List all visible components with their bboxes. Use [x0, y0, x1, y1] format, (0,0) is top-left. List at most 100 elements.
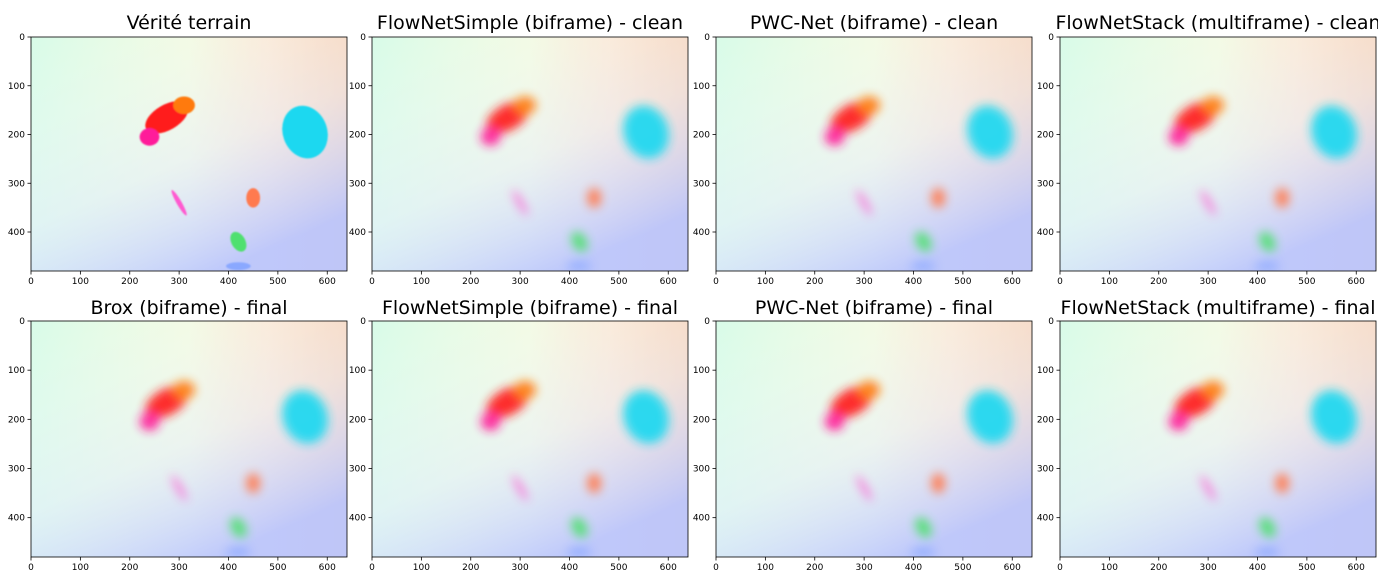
y-tick-label: 300 [349, 465, 366, 475]
x-tick-label: 400 [905, 563, 922, 572]
x-tick-label: 0 [28, 563, 34, 572]
x-tick-label: 100 [413, 563, 430, 572]
x-tick-label: 600 [1004, 277, 1021, 287]
x-tick-label: 300 [856, 277, 873, 287]
x-tick-label: 200 [1150, 277, 1167, 287]
x-tick-label: 200 [1150, 563, 1167, 572]
flow-blob [1202, 381, 1224, 399]
x-tick-label: 100 [413, 277, 430, 287]
x-tick-label: 400 [561, 563, 578, 572]
y-tick-label: 100 [693, 366, 710, 376]
x-tick-label: 100 [1101, 563, 1118, 572]
x-tick-label: 0 [28, 277, 34, 287]
flow-blob [481, 128, 501, 146]
x-tick-label: 400 [561, 277, 578, 287]
flow-blob [1255, 262, 1280, 270]
flow-image [31, 321, 347, 557]
y-tick-label: 400 [8, 228, 25, 238]
flow-blob [1275, 188, 1289, 208]
y-tick-label: 400 [693, 514, 710, 524]
x-tick-label: 300 [1200, 277, 1217, 287]
y-tick-label: 100 [8, 366, 25, 376]
figure: Vérité terrain 0 100 200 300 400 500 600 0 100 200… [0, 0, 1378, 572]
flow-blob [1169, 413, 1189, 431]
flow-blob [825, 128, 845, 146]
y-tick-label: 400 [693, 228, 710, 238]
flow-blob [481, 413, 501, 431]
x-tick-label: 0 [1057, 563, 1063, 572]
x-tick-label: 200 [121, 277, 138, 287]
x-tick-label: 600 [1348, 563, 1365, 572]
x-tick-label: 400 [220, 277, 237, 287]
flow-blob [140, 413, 160, 431]
x-tick-label: 0 [713, 277, 719, 287]
x-tick-label: 500 [610, 277, 627, 287]
x-tick-label: 0 [1057, 277, 1063, 287]
flow-image [1060, 321, 1376, 557]
y-tick-label: 0 [360, 33, 366, 43]
flow-blob [514, 96, 536, 114]
y-tick-label: 0 [19, 33, 25, 43]
flow-blob [911, 262, 936, 270]
panel: FlowNetStack (multiframe) - final 0 100 200… [1037, 297, 1376, 572]
x-tick-label: 500 [610, 563, 627, 572]
flow-blob [931, 473, 945, 493]
panel-title: FlowNetStack (multiframe) - clean [1055, 12, 1378, 34]
flow-blob [514, 381, 536, 399]
y-tick-label: 200 [349, 131, 366, 141]
x-tick-label: 300 [171, 277, 188, 287]
flow-blob [226, 548, 251, 556]
y-tick-label: 0 [704, 33, 710, 43]
x-tick-label: 300 [856, 563, 873, 572]
y-tick-label: 200 [693, 415, 710, 425]
x-tick-label: 600 [319, 277, 336, 287]
y-tick-label: 100 [349, 366, 366, 376]
y-tick-label: 100 [349, 82, 366, 92]
y-tick-label: 0 [19, 317, 25, 327]
y-tick-label: 0 [704, 317, 710, 327]
panel: Vérité terrain01002003004005006000100200… [8, 12, 347, 287]
x-tick-label: 0 [369, 563, 375, 572]
y-tick-label: 200 [8, 131, 25, 141]
flow-blob [226, 262, 251, 270]
x-tick-label: 0 [713, 563, 719, 572]
panel-title: Brox (biframe) - final [90, 297, 287, 319]
y-tick-label: 200 [693, 131, 710, 141]
panel: FlowNetSimple (biframe) - final 0 100 200 30… [349, 297, 688, 572]
x-tick-label: 400 [905, 277, 922, 287]
x-tick-label: 0 [369, 277, 375, 287]
x-tick-label: 300 [171, 563, 188, 572]
panel: FlowNetStack (multiframe) - clean 0 100 200… [1037, 12, 1378, 287]
x-tick-label: 500 [1298, 277, 1315, 287]
x-tick-label: 100 [1101, 277, 1118, 287]
y-tick-label: 300 [693, 465, 710, 475]
panel: PWC-Net (biframe) - final010020030040050… [693, 297, 1032, 572]
y-tick-label: 400 [1037, 228, 1054, 238]
flow-blob [858, 96, 880, 114]
x-tick-label: 600 [660, 277, 677, 287]
panel-title: FlowNetSimple (biframe) - final [382, 297, 678, 319]
y-tick-label: 400 [349, 514, 366, 524]
panel-title: FlowNetStack (multiframe) - final [1061, 297, 1376, 319]
x-tick-label: 300 [1200, 563, 1217, 572]
x-tick-label: 600 [1348, 277, 1365, 287]
flow-blob [567, 262, 592, 270]
panel: FlowNetSimple (biframe) - clean 0 100 200 30… [349, 12, 688, 287]
panel: Brox (biframe) - final010020030040050060… [8, 297, 347, 572]
x-tick-label: 100 [757, 277, 774, 287]
panel-title: Vérité terrain [127, 12, 252, 34]
flow-blob [587, 473, 601, 493]
y-tick-label: 300 [1037, 465, 1054, 475]
flow-blob [567, 548, 592, 556]
flow-blob [858, 381, 880, 399]
panel-title: FlowNetSimple (biframe) - clean [377, 12, 683, 34]
x-tick-label: 200 [462, 563, 479, 572]
panel: PWC-Net (biframe) - clean010020030040050… [693, 12, 1032, 287]
panel-title: PWC-Net (biframe) - clean [750, 12, 998, 34]
flow-blob [173, 96, 195, 114]
x-tick-label: 100 [757, 563, 774, 572]
flow-blob [1275, 473, 1289, 493]
y-tick-label: 400 [349, 228, 366, 238]
flow-blob [911, 548, 936, 556]
y-tick-label: 300 [349, 179, 366, 189]
